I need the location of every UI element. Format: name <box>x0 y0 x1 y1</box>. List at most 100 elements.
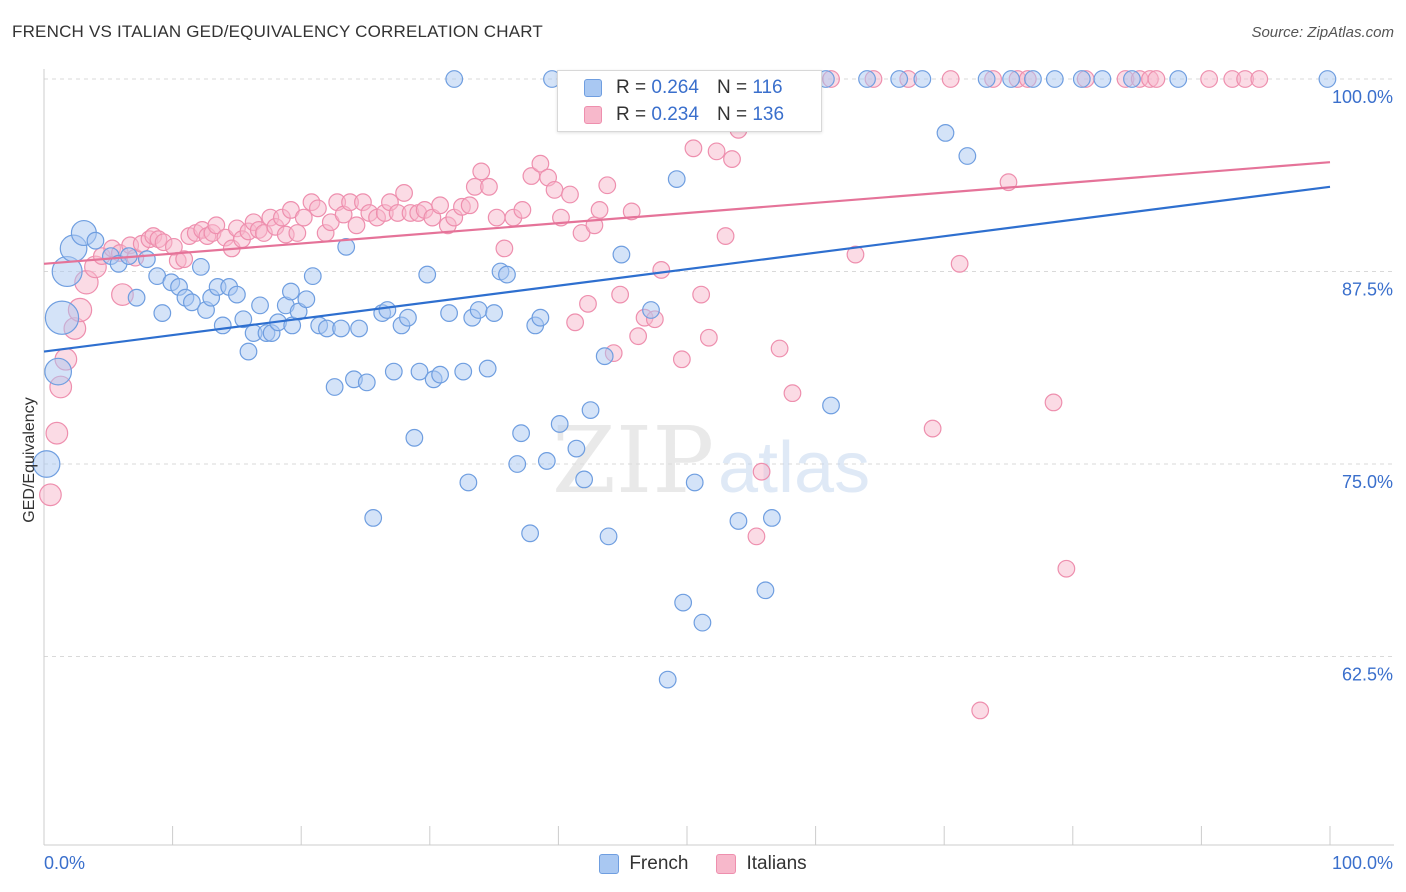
italians-trend-line <box>43 161 1331 265</box>
italians-point <box>347 216 366 235</box>
series-legend: French Italians <box>0 852 1406 876</box>
italians-point <box>495 239 514 258</box>
french-point <box>297 290 316 309</box>
italians-point <box>747 527 766 546</box>
french-point <box>32 450 61 478</box>
stats-legend: R = 0.264 N = 116 R = 0.234 N = 136 <box>557 70 822 132</box>
italians-point <box>692 285 711 304</box>
french-point <box>478 359 497 378</box>
french-point <box>44 300 80 335</box>
series-italians-points <box>39 70 1269 720</box>
french-point <box>575 470 594 489</box>
french-point <box>282 282 300 301</box>
italians-point <box>207 216 226 235</box>
french-point <box>890 70 909 88</box>
french-point <box>485 304 504 322</box>
french-point <box>693 613 712 632</box>
french-point <box>469 301 488 319</box>
french-point <box>418 265 437 284</box>
italians-point <box>846 245 865 264</box>
italians-point <box>598 176 617 195</box>
french-point <box>512 424 531 443</box>
italians-point <box>579 294 597 313</box>
french-point <box>612 245 631 264</box>
french-point <box>337 237 356 256</box>
legend-swatch-french <box>584 78 602 97</box>
italians-point <box>752 462 771 481</box>
legend-row-french: R = 0.264 N = 116 <box>558 74 783 101</box>
french-point <box>667 170 686 189</box>
french-point <box>410 362 429 381</box>
italians-point <box>45 421 69 445</box>
french-point <box>936 123 955 142</box>
italians-point <box>622 202 641 221</box>
french-point <box>822 396 840 415</box>
italians-point <box>561 185 579 204</box>
italians-point <box>282 200 300 219</box>
italians-point <box>707 142 726 161</box>
french-point <box>137 250 156 269</box>
italians-point <box>1147 70 1166 88</box>
french-point <box>44 357 73 386</box>
french-point <box>251 296 269 315</box>
italians-point <box>629 327 648 346</box>
french-point <box>440 304 458 322</box>
tick-labels: 62.5% 75.0% 87.5% 100.0% 0.0% 100.0% <box>44 87 1393 873</box>
french-point <box>1169 70 1188 88</box>
italians-point <box>288 224 307 242</box>
legend-label-french: French <box>629 853 689 874</box>
source-label: Source: ZipAtlas.com <box>1251 24 1394 41</box>
italians-point <box>294 208 313 227</box>
french-point <box>581 401 600 420</box>
italians-point <box>941 70 960 88</box>
italians-point <box>531 154 550 173</box>
italians-point <box>684 139 703 158</box>
legend-swatch-italians <box>584 105 602 124</box>
french-point <box>86 231 105 250</box>
french-point <box>325 378 344 396</box>
italians-point <box>723 150 741 168</box>
italians-point <box>572 224 591 242</box>
french-point <box>227 285 246 304</box>
legend-n-value: 136 <box>752 103 785 125</box>
french-point <box>567 439 586 458</box>
italians-point <box>431 196 449 215</box>
french-point <box>729 512 748 530</box>
french-point <box>595 347 614 366</box>
legend-n-label: N = <box>716 103 748 125</box>
italians-point <box>480 177 498 196</box>
french-point <box>858 70 876 88</box>
grid-lines <box>44 78 1394 657</box>
french-point <box>1093 70 1112 88</box>
french-point <box>127 288 146 307</box>
italians-point <box>545 180 564 199</box>
french-point <box>958 147 977 165</box>
french-point <box>1318 70 1337 88</box>
italians-point <box>783 384 802 403</box>
italians-point <box>770 339 789 358</box>
french-point <box>1072 70 1091 88</box>
watermark-atlas: atlas <box>718 428 870 508</box>
italians-point <box>1200 70 1219 88</box>
series-french-points <box>32 70 1337 689</box>
french-point <box>191 257 210 276</box>
watermark: ZIP atlas <box>552 407 870 514</box>
legend-item-french: French <box>599 853 688 875</box>
x-tick-label: 0.0% <box>44 853 85 873</box>
italians-point <box>321 213 340 232</box>
italians-point <box>39 483 62 507</box>
french-point <box>642 301 660 319</box>
french-point <box>384 362 403 381</box>
italians-point <box>309 199 327 218</box>
french-point <box>1045 70 1064 88</box>
french-trend-line <box>43 185 1331 353</box>
french-point <box>521 524 540 543</box>
legend-r-label: R = <box>616 103 647 125</box>
french-point <box>153 304 172 322</box>
italians-point <box>672 350 691 369</box>
legend-n-value: 116 <box>752 76 783 98</box>
french-point <box>431 365 449 384</box>
french-point <box>364 509 383 527</box>
french-point <box>977 70 996 88</box>
french-point <box>685 473 704 492</box>
